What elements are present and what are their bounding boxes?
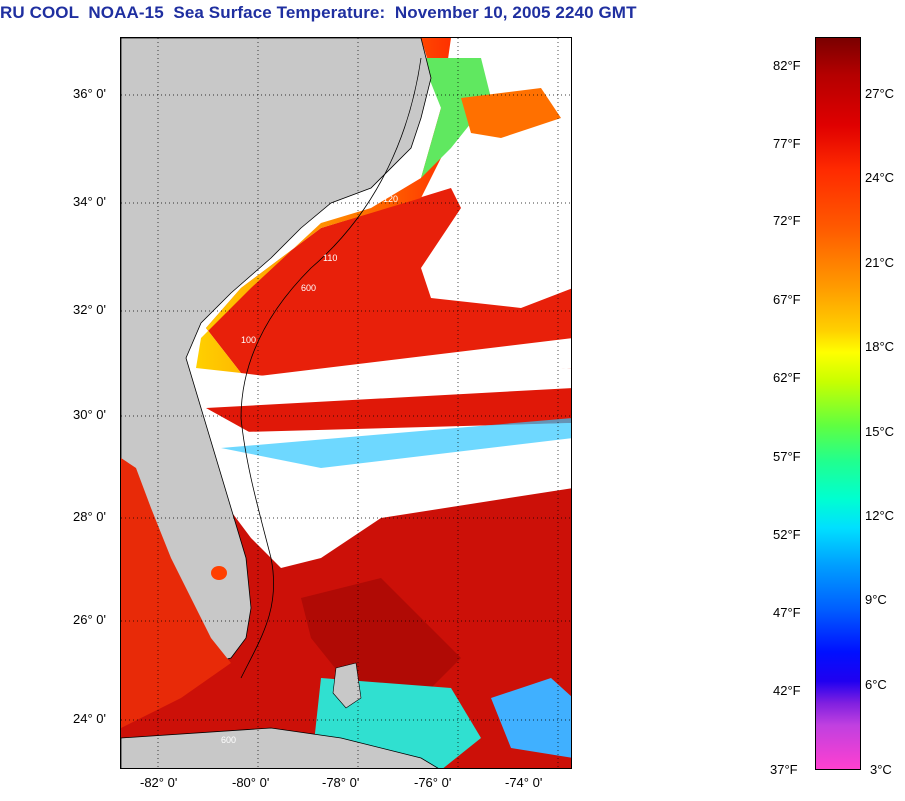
colorbar-f-label: 42°F (773, 683, 801, 698)
colorbar-c-label: 24°C (865, 170, 895, 185)
colorbar-c-label: 21°C (865, 255, 895, 270)
colorbar-f-label: 57°F (773, 449, 801, 464)
warm-water-region-north (206, 188, 571, 383)
colorbar-c-label: 9°C (865, 592, 887, 607)
contour-label: 110 (323, 253, 337, 263)
contour-label: 120 (383, 194, 398, 204)
colorbar-f-label: 82°F (773, 58, 801, 73)
temperature-colorbar (815, 37, 861, 770)
lat-label-34: 34° 0' (73, 194, 106, 209)
cool-patch-se (491, 678, 571, 758)
lat-label-26: 26° 0' (73, 612, 106, 627)
colorbar-f-label: 52°F (773, 527, 801, 542)
lon-label-76: -76° 0' (414, 775, 452, 790)
cool-streak (221, 418, 571, 468)
lat-label-30: 30° 0' (73, 407, 106, 422)
gulf-of-mexico-water (121, 458, 231, 728)
colorbar-c-label: 6°C (865, 677, 887, 692)
warm-streak-mid (206, 388, 571, 433)
lat-label-36: 36° 0' (73, 86, 106, 101)
lon-label-78: -78° 0' (322, 775, 360, 790)
colorbar-f-label: 37°F (770, 762, 798, 777)
lon-label-82: -82° 0' (140, 775, 178, 790)
cool-coastal-water (421, 58, 491, 178)
map-title: RU COOL NOAA-15 Sea Surface Temperature:… (0, 3, 637, 22)
colorbar-f-label: 67°F (773, 292, 801, 307)
contour-label: 600 (301, 283, 316, 293)
colorbar-c-label: 27°C (865, 86, 895, 101)
colorbar-f-label: 47°F (773, 605, 801, 620)
colorbar-c-label: 3°C (870, 762, 892, 777)
lat-label-28: 28° 0' (73, 509, 106, 524)
colorbar-c-label: 15°C (865, 424, 895, 439)
colorbar-c-label: 12°C (865, 508, 895, 523)
colorbar-f-label: 72°F (773, 213, 801, 228)
sst-map-graphic: 120 110 600 100 600 (121, 38, 571, 768)
depth-contour (240, 57, 422, 679)
colorbar-c-label: 18°C (865, 339, 895, 354)
colorbar-f-label: 77°F (773, 136, 801, 151)
lon-label-74: -74° 0' (505, 775, 543, 790)
cuba-landmass (121, 727, 439, 768)
cloud-band-1 (201, 338, 571, 398)
colorbar-f-label: 62°F (773, 370, 801, 385)
lake-okeechobee (211, 566, 227, 580)
lat-label-24: 24° 0' (73, 711, 106, 726)
contour-label: 100 (241, 335, 256, 345)
andros-island (332, 662, 362, 709)
sea-surface-temperature-map: 120 110 600 100 600 (120, 37, 572, 769)
lon-label-80: -80° 0' (232, 775, 270, 790)
warm-patch-ne (461, 88, 561, 138)
lat-lon-grid (121, 38, 571, 768)
lat-label-32: 32° 0' (73, 302, 106, 317)
contour-label: 600 (221, 735, 236, 745)
